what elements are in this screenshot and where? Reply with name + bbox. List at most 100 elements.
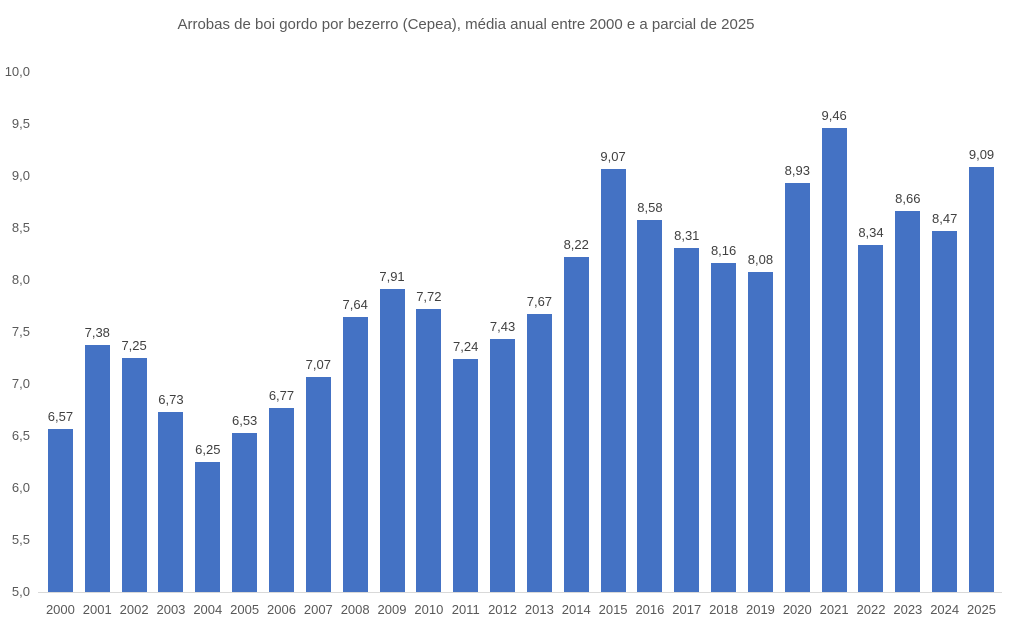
bar — [195, 462, 221, 592]
bar-value-label: 8,47 — [932, 211, 958, 227]
bar — [637, 219, 663, 592]
bar — [84, 344, 110, 592]
bar-slot: 7,07 — [300, 72, 337, 592]
bar-value-label: 8,22 — [563, 237, 589, 253]
bar-slot: 8,93 — [779, 72, 816, 592]
x-axis-tick-label: 2005 — [230, 602, 260, 617]
bar — [158, 412, 184, 592]
x-axis-tick-label: 2021 — [819, 602, 849, 617]
x-axis-tick-label: 2020 — [782, 602, 812, 617]
x-axis-tick-label: 2007 — [303, 602, 333, 617]
bar-slot: 9,09 — [963, 72, 1000, 592]
bar — [379, 289, 405, 592]
bar-slot: 8,22 — [558, 72, 595, 592]
bar-value-label: 7,72 — [416, 289, 442, 305]
bar — [121, 358, 147, 592]
bar-value-label: 7,25 — [121, 338, 147, 353]
bar-slot: 7,43 — [484, 72, 521, 592]
x-axis-tick-label: 2012 — [488, 602, 517, 617]
bar-slot: 9,46 — [816, 72, 853, 592]
bar-slot: 8,47 — [926, 72, 963, 592]
bar — [711, 263, 737, 592]
x-axis-tick-label: 2003 — [156, 602, 186, 617]
x-axis-tick-label: 2017 — [672, 602, 702, 617]
bar-slot: 7,24 — [447, 72, 484, 592]
bar-slot: 6,57 — [42, 72, 79, 592]
bar-slot: 7,64 — [337, 72, 374, 592]
bar — [232, 432, 258, 592]
x-axis-tick-label: 2024 — [930, 602, 960, 617]
y-axis-tick-label: 10,0 — [4, 64, 30, 79]
bar — [821, 128, 847, 592]
bar-slot: 8,34 — [853, 72, 890, 592]
x-axis-tick-label: 2011 — [451, 602, 480, 617]
bar — [268, 407, 294, 592]
bar-value-label: 9,09 — [968, 146, 995, 162]
bar-slot: 6,53 — [226, 72, 263, 592]
bar-slot: 8,31 — [668, 72, 705, 592]
x-axis-tick-label: 2001 — [82, 602, 112, 617]
bar-slot: 8,16 — [705, 72, 742, 592]
bar-value-label: 8,58 — [637, 199, 663, 215]
bar — [932, 231, 958, 592]
bar-value-label: 8,66 — [895, 191, 921, 207]
bar-slot: 8,08 — [742, 72, 779, 592]
bar-slot: 6,73 — [153, 72, 190, 592]
x-axis-tick-label: 2002 — [119, 602, 149, 617]
x-axis-tick-label: 2000 — [45, 602, 75, 617]
bar — [453, 359, 479, 592]
x-axis-labels: 2000 2001 2002 2003 2004 2005 2006 2007 2008 2009… — [42, 602, 1000, 618]
y-axis-tick-label: 6,0 — [11, 480, 30, 495]
bar — [47, 428, 73, 592]
plot-area: 6,57 7,38 7,25 6,73 6,25 6,53 6,77 7,07 7,64 7,91… — [42, 72, 1000, 592]
bar-value-label: 7,43 — [489, 319, 516, 335]
x-axis-tick-label: 2008 — [340, 602, 370, 617]
y-axis-tick-label: 6,5 — [11, 428, 30, 443]
y-axis-tick-label: 9,0 — [11, 168, 30, 183]
x-axis-tick-label: 2018 — [709, 602, 739, 617]
bar-slot: 7,72 — [410, 72, 447, 592]
bar-value-label: 6,53 — [231, 412, 258, 428]
x-axis-tick-label: 2016 — [635, 602, 665, 617]
bar-slot: 8,58 — [632, 72, 669, 592]
y-axis-tick-label: 8,0 — [11, 272, 30, 287]
bar-value-label: 7,91 — [379, 269, 405, 285]
x-axis-tick-label: 2019 — [745, 602, 775, 617]
x-axis-tick-label: 2009 — [377, 602, 407, 617]
bar-slot: 6,25 — [189, 72, 226, 592]
x-axis-tick-label: 2004 — [193, 602, 223, 617]
y-axis-tick-label: 5,0 — [11, 584, 30, 599]
chart-title: Arrobas de boi gordo por bezerro (Cepea)… — [177, 16, 755, 33]
bar — [600, 168, 626, 592]
bar-value-label: 8,16 — [710, 243, 737, 259]
bar — [563, 257, 589, 592]
bar-value-label: 8,31 — [674, 227, 700, 243]
bar-value-label: 9,07 — [600, 148, 626, 164]
bar-value-label: 8,93 — [784, 163, 810, 179]
bar-value-label: 7,24 — [453, 339, 479, 354]
bar-slot: 7,67 — [521, 72, 558, 592]
x-axis-tick-label: 2022 — [856, 602, 886, 617]
y-axis-tick-label: 5,5 — [11, 532, 30, 547]
y-axis-tick-label: 7,0 — [11, 376, 30, 391]
bar-slot: 8,66 — [889, 72, 926, 592]
bar-value-label: 9,46 — [821, 108, 847, 124]
bar-slot: 6,77 — [263, 72, 300, 592]
bar-value-label: 8,34 — [858, 224, 884, 240]
bar-slot: 7,25 — [116, 72, 153, 592]
y-axis-tick-label: 8,5 — [11, 220, 30, 235]
y-axis-labels: 10,0 9,5 9,0 8,5 8,0 7,5 7,0 6,5 6,0 5,5 5,0 — [0, 0, 30, 629]
bar — [416, 309, 442, 592]
bar — [895, 211, 921, 592]
bar-value-label: 6,57 — [47, 408, 74, 424]
bar-slot: 9,07 — [595, 72, 632, 592]
x-axis-tick-label: 2025 — [967, 602, 996, 617]
bar — [490, 339, 516, 592]
bar-slot: 7,91 — [374, 72, 411, 592]
x-axis-tick-label: 2006 — [267, 602, 296, 617]
bar — [305, 376, 331, 592]
bar-value-label: 7,07 — [305, 356, 331, 372]
bar — [858, 244, 884, 592]
x-axis-line — [38, 592, 1002, 593]
